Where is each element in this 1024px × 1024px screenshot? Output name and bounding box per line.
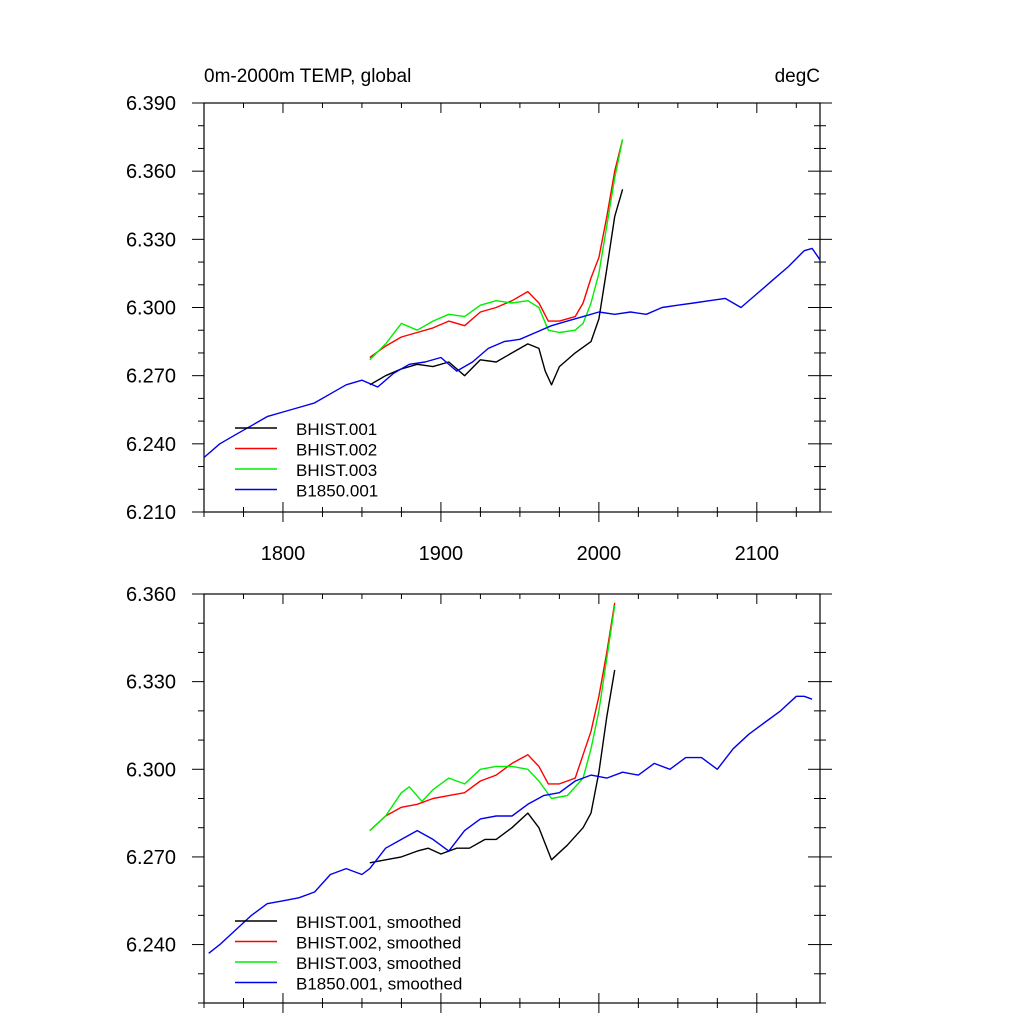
y-tick-label: 6.360 <box>126 161 176 183</box>
legend-label: BHIST.001, smoothed <box>296 913 461 932</box>
legend-label: BHIST.001 <box>296 420 377 439</box>
y-tick-label: 6.240 <box>126 935 176 957</box>
y-tick-label: 6.270 <box>126 366 176 388</box>
series-line-bhist-002 <box>369 139 624 359</box>
x-tick-label: 2000 <box>577 543 622 565</box>
legend-label: BHIST.002, smoothed <box>296 934 461 953</box>
y-tick-label: 6.330 <box>126 229 176 251</box>
series-line-bhist-001 <box>369 189 624 386</box>
y-tick-label: 6.210 <box>126 502 176 524</box>
y-tick-label: 6.270 <box>126 847 176 869</box>
series-line-bhist-002 <box>369 602 616 832</box>
x-tick-label: 2100 <box>735 543 780 565</box>
y-tick-label: 6.300 <box>126 298 176 320</box>
series-line-bhist-003 <box>369 139 624 361</box>
x-tick-label: 1900 <box>419 543 464 565</box>
chart-title: 0m-2000m TEMP, global <box>204 66 411 87</box>
series-line-b1850-001 <box>208 695 813 954</box>
y-tick-label: 6.330 <box>126 672 176 694</box>
panel-2: 6.240 6.270 6.300 6.330 6.360 BHIST.001, smoo… <box>126 584 832 1013</box>
series-line-bhist-003 <box>369 605 616 832</box>
series-line-bhist-001 <box>369 669 616 864</box>
legend-label: B1850.001, smoothed <box>296 975 462 994</box>
x-tick-label: 1800 <box>261 543 306 565</box>
legend-label: BHIST.003, smoothed <box>296 954 461 973</box>
units-label: degC <box>775 66 820 87</box>
y-tick-label: 6.360 <box>126 584 176 606</box>
panel-1: 1800 1900 2000 2100 6.210 6.240 6.270 6.300 6.33… <box>126 66 832 565</box>
y-tick-label: 6.390 <box>126 93 176 115</box>
y-tick-label: 6.300 <box>126 759 176 781</box>
legend-label: BHIST.003 <box>296 461 377 480</box>
series-line-b1850-001 <box>203 247 821 459</box>
legend-label: BHIST.002 <box>296 441 377 460</box>
legend-label: B1850.001 <box>296 482 378 501</box>
y-tick-label: 6.240 <box>126 434 176 456</box>
